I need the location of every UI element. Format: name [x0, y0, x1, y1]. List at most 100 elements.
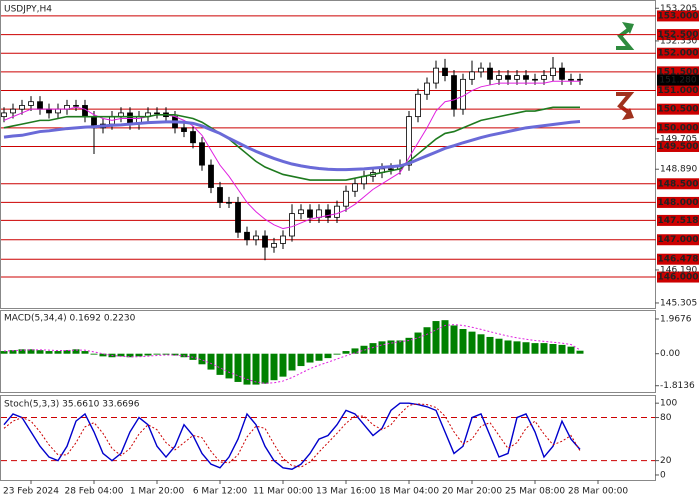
x-tick-label: 6 Mar 12:00 — [193, 487, 248, 497]
macd-bar — [279, 353, 287, 377]
macd-bar — [567, 346, 575, 354]
candle-body — [82, 105, 88, 118]
macd-bar — [486, 336, 494, 354]
macd-bar — [36, 350, 44, 354]
macd-bar — [171, 353, 179, 356]
macd-bar — [306, 353, 314, 363]
macd-bar — [54, 351, 62, 354]
macd-bar — [153, 353, 161, 355]
moving-average — [3, 119, 581, 172]
y-tick-label: -1.8136 — [660, 381, 695, 391]
candle-body — [415, 93, 421, 118]
candle-body — [460, 78, 466, 110]
stoch-panel — [0, 395, 656, 481]
level-label: 150.000 — [658, 123, 699, 133]
candle-body — [451, 75, 457, 110]
macd-bar — [9, 350, 17, 354]
macd-bar — [270, 353, 278, 381]
macd-bar — [198, 353, 206, 365]
stoch-line — [3, 403, 581, 468]
buy-arrow — [616, 22, 635, 50]
macd-bar — [72, 349, 80, 354]
panel-title: MACD(5,34,4) 0.1692 0.2230 — [4, 314, 136, 324]
macd-bar — [351, 348, 359, 354]
macd-bar — [522, 342, 530, 354]
y-tick-label: 152.330 — [660, 36, 697, 46]
x-tick-label: 18 Mar 04:00 — [379, 487, 439, 497]
level-label: 151.500 — [658, 67, 699, 77]
macd-bar — [162, 353, 170, 355]
y-tick-label: 1.9676 — [660, 314, 692, 324]
candle-body — [37, 101, 43, 110]
level-label: 152.500 — [658, 30, 699, 40]
level-label-box — [657, 234, 699, 246]
level-label-box — [657, 271, 699, 283]
candle-body — [1, 112, 7, 118]
y-tick-label: 153.205 — [660, 4, 697, 14]
y-tick-label: 80 — [660, 413, 672, 423]
level-label-box — [657, 178, 699, 190]
panel-title: Stoch(5,3,3) 35.6610 33.6696 — [4, 400, 140, 410]
macd-bar — [513, 341, 521, 354]
level-label: 146.000 — [658, 273, 699, 283]
x-tick-label: 25 Mar 08:00 — [505, 487, 565, 497]
y-tick-label: 100 — [660, 399, 677, 409]
candle-body — [316, 209, 322, 218]
candle-body — [514, 75, 520, 80]
macd-bar — [531, 343, 539, 354]
candle-body — [496, 75, 502, 80]
buy-arrow-head — [622, 22, 634, 34]
macd-bar — [540, 343, 548, 354]
macd-bar — [90, 353, 98, 355]
level-label: 147.000 — [658, 235, 699, 245]
candle-body — [343, 190, 349, 207]
moving-average — [3, 106, 580, 181]
macd-bar — [378, 341, 386, 354]
macd-bar — [135, 353, 143, 357]
candle-body — [19, 105, 25, 110]
level-label-box — [657, 253, 699, 265]
candle-body — [244, 231, 250, 241]
macd-bar — [477, 334, 485, 354]
macd-bar — [63, 350, 71, 354]
macd-bar — [369, 343, 377, 354]
x-tick-label: 23 Feb 2024 — [3, 487, 59, 497]
candle-body — [487, 67, 493, 80]
candle-body — [424, 82, 430, 95]
candle-body — [10, 108, 16, 114]
level-label-box — [657, 214, 699, 226]
level-label: 149.500 — [658, 142, 699, 152]
y-tick-label: 20 — [660, 456, 672, 466]
macd-bar — [117, 353, 125, 357]
candle-body — [289, 213, 295, 237]
level-label-box — [657, 66, 699, 78]
macd-bar — [432, 321, 440, 354]
macd-bar — [459, 329, 467, 354]
candle-body — [406, 116, 412, 166]
candle-body — [541, 75, 547, 80]
macd-bar — [423, 327, 431, 354]
macd-bar — [333, 353, 341, 355]
macd-bar — [450, 325, 458, 354]
y-tick-label: 0 — [660, 470, 666, 480]
macd-bar — [18, 349, 26, 354]
candle-body — [271, 243, 277, 248]
candle-body — [154, 112, 160, 115]
buy-arrow-shape — [616, 28, 635, 50]
macd-bar — [243, 353, 251, 385]
level-label: 151.000 — [658, 86, 699, 96]
x-tick-label: 28 Mar 00:00 — [568, 487, 628, 497]
candle-body — [73, 105, 79, 107]
macd-bar — [342, 351, 350, 354]
macd-bar — [297, 353, 305, 367]
candle-body — [550, 67, 556, 77]
level-label-box — [657, 103, 699, 115]
macd-bar — [252, 353, 260, 385]
candle-body — [325, 209, 331, 218]
macd-bar — [144, 353, 152, 356]
candle-body — [523, 75, 529, 80]
macd-bar — [558, 344, 566, 354]
macd-bar — [225, 353, 233, 379]
level-label-box — [657, 140, 699, 152]
candle-body — [388, 168, 394, 171]
